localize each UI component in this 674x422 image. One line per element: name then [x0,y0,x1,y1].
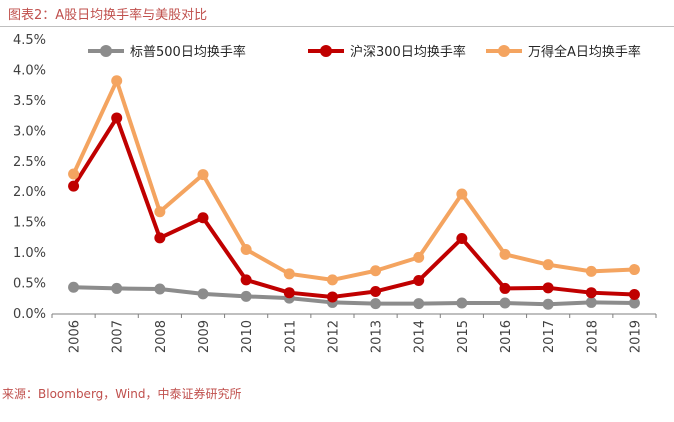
y-tick-label: 3.5% [13,94,46,109]
series-line [71,78,637,282]
y-tick-label: 2.5% [13,155,46,170]
x-tick-label: 2019 [628,320,643,353]
data-point [456,188,468,200]
data-point [154,232,166,244]
data-point [240,290,252,302]
x-tick-label: 2013 [370,320,385,353]
source-note: 来源：Bloomberg，Wind，中泰证券研究所 [2,387,242,401]
data-point [68,168,80,180]
chart-series [68,75,640,310]
data-point [326,291,338,303]
x-tick-label: 2009 [197,320,212,353]
x-tick-label: 2014 [413,320,428,353]
data-point [585,265,597,277]
data-point [240,274,252,286]
legend-label: 标普500日均换手率 [130,44,246,60]
y-tick-label: 2.0% [13,185,46,200]
data-point [585,296,597,308]
legend-item: 沪深300日均换手率 [308,44,466,60]
data-point [370,265,382,277]
data-point [154,206,166,218]
series-line [71,285,637,307]
data-point [456,232,468,244]
chart-legend: 标普500日均换手率 沪深300日均换手率 万得全A日均换手率 [88,44,641,60]
data-point [111,112,123,124]
legend-item: 万得全A日均换手率 [486,44,641,60]
data-point [542,259,554,271]
chart-axes: 2006 2007 2008 2009 2010 2011 2012 2013 2014 2015… [13,33,657,353]
data-point [499,297,511,309]
legend-swatch-marker [100,45,112,57]
legend-label: 沪深300日均换手率 [350,44,466,60]
y-tick-label: 4.5% [13,33,46,48]
x-tick-label: 2015 [456,320,471,353]
data-point [197,288,209,300]
data-point [240,243,252,255]
data-point [68,281,80,293]
data-point [154,283,166,295]
x-tick-label: 2012 [326,320,341,353]
y-tick-label: 0.5% [13,277,46,292]
data-point [628,289,640,301]
data-point [370,285,382,297]
x-tick-label: 2016 [499,320,514,353]
legend-swatch-marker [320,45,332,57]
data-point [585,287,597,299]
series-3 [68,75,640,286]
y-tick-label: 0.0% [13,307,46,322]
title-divider [0,26,674,27]
data-point [499,248,511,260]
x-tick-label: 2007 [111,320,126,353]
data-point [111,75,123,87]
y-tick-label: 3.0% [13,124,46,139]
legend-swatch-marker [498,45,510,57]
data-point [370,298,382,310]
data-point [197,169,209,181]
data-point [628,297,640,309]
figure-title: 图表2：A股日均换手率与美股对比 [8,8,208,23]
x-tick-label: 2011 [283,320,298,353]
data-point [68,180,80,192]
y-tick-label: 1.5% [13,216,46,231]
y-tick-label: 4.0% [13,63,46,78]
data-point [542,282,554,294]
x-tick-label: 2006 [68,320,83,353]
x-tick-label: 2017 [542,320,557,353]
data-point [111,282,123,294]
series-line [71,115,637,299]
x-tick-label: 2008 [154,320,169,353]
series-2 [68,112,640,303]
data-point [326,274,338,286]
data-point [413,251,425,263]
data-point [283,268,295,280]
data-point [542,298,554,310]
data-point [456,297,468,309]
legend-label: 万得全A日均换手率 [528,44,641,60]
data-point [499,282,511,294]
x-tick-label: 2010 [240,320,255,353]
data-point [197,212,209,224]
x-tick-label: 2018 [585,320,600,353]
data-point [628,264,640,276]
data-point [283,287,295,299]
data-point [413,298,425,310]
y-tick-label: 1.0% [13,246,46,261]
legend-item: 标普500日均换手率 [88,44,246,60]
data-point [413,275,425,287]
